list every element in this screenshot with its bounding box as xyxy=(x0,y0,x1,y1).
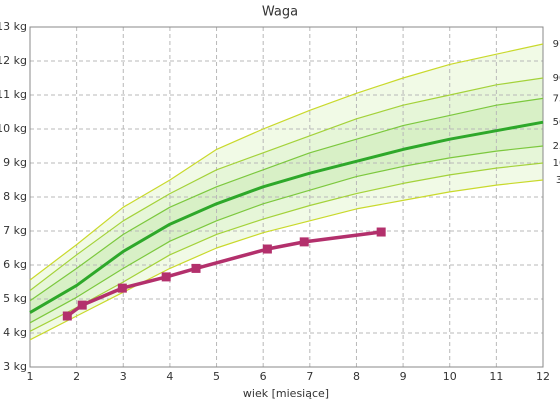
x-tick-label: 3 xyxy=(120,370,127,383)
series-line xyxy=(29,145,544,324)
x-tick-label: 9 xyxy=(400,370,407,383)
y-tick-label: 6 kg xyxy=(3,258,27,271)
x-tick-label: 2 xyxy=(73,370,80,383)
series-line xyxy=(29,120,544,314)
percentile-label: 97 xyxy=(553,39,560,50)
x-tick-label: 7 xyxy=(306,370,313,383)
percentile-band xyxy=(30,44,543,291)
y-tick-label: 8 kg xyxy=(3,190,27,203)
percentile-band xyxy=(30,146,543,332)
data-point xyxy=(161,272,171,282)
percentile-label: 3 xyxy=(556,175,560,186)
y-tick-label: 4 kg xyxy=(3,326,27,339)
x-tick-label: 10 xyxy=(443,370,457,383)
y-tick-label: 5 kg xyxy=(3,292,27,305)
x-tick-label: 12 xyxy=(536,370,550,383)
percentile-band xyxy=(30,78,543,301)
x-tick-label: 11 xyxy=(489,370,503,383)
y-tick-label: 7 kg xyxy=(3,224,27,237)
percentile-band xyxy=(30,122,543,323)
data-point xyxy=(62,311,72,321)
percentile-label: 50 xyxy=(553,117,560,128)
y-tick-label: 9 kg xyxy=(3,156,27,169)
percentile-label: 25 xyxy=(553,141,560,152)
data-point xyxy=(77,300,87,310)
series-line xyxy=(66,230,382,318)
y-tick-label: 12 kg xyxy=(0,54,27,67)
series-line xyxy=(29,97,544,302)
x-tick-label: 5 xyxy=(213,370,220,383)
percentile-band xyxy=(30,98,543,313)
data-point xyxy=(117,283,127,293)
x-axis-label: wiek [miesiące] xyxy=(243,387,329,400)
data-point xyxy=(262,244,272,254)
data-point xyxy=(376,227,386,237)
percentile-band xyxy=(30,163,543,340)
x-tick-label: 6 xyxy=(260,370,267,383)
data-point xyxy=(299,237,309,247)
percentile-label: 10 xyxy=(553,158,560,169)
y-tick-label: 10 kg xyxy=(0,122,27,135)
y-tick-label: 3 kg xyxy=(3,360,27,373)
x-tick-label: 8 xyxy=(353,370,360,383)
series-line xyxy=(29,162,544,332)
series-line xyxy=(29,179,544,341)
series-line xyxy=(29,43,544,281)
x-tick-label: 4 xyxy=(166,370,173,383)
y-tick-label: 13 kg xyxy=(0,20,27,33)
data-point xyxy=(191,263,201,273)
y-tick-label: 11 kg xyxy=(0,88,27,101)
plot-frame xyxy=(29,26,544,368)
series-line xyxy=(29,77,544,291)
x-tick-label: 1 xyxy=(27,370,34,383)
chart-title: Waga xyxy=(262,5,298,20)
percentile-label: 75 xyxy=(553,93,560,104)
percentile-label: 90 xyxy=(553,73,560,84)
